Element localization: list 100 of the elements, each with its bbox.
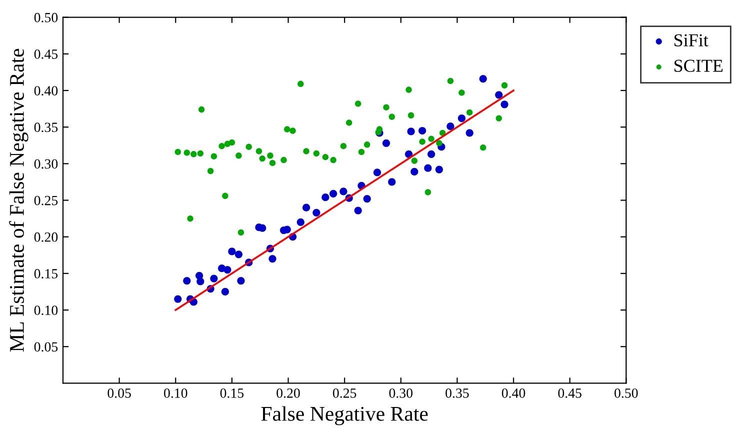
x-tick-label: 0.40 [502, 388, 526, 398]
x-tick-label: 0.05 [108, 388, 131, 398]
point [184, 150, 190, 156]
point [210, 274, 218, 282]
point [174, 295, 182, 303]
point [322, 154, 329, 160]
point [496, 115, 502, 122]
point [330, 156, 336, 164]
point [419, 138, 426, 145]
point [346, 120, 352, 126]
point [424, 164, 432, 172]
point [290, 128, 296, 134]
point [302, 204, 310, 212]
y-tick-label: 0.50 [34, 12, 58, 22]
point [354, 100, 362, 107]
legend-label: SCITE [674, 60, 723, 72]
point [228, 139, 236, 146]
x-tick-label: 0.25 [332, 388, 356, 398]
point [406, 86, 412, 93]
point [428, 136, 434, 142]
y-tick-label: 0.20 [34, 232, 58, 242]
x-tick-label: 0.30 [389, 388, 413, 398]
point [218, 143, 225, 150]
point [458, 90, 465, 96]
point [411, 158, 418, 164]
point [256, 148, 262, 154]
x-tick-label: 0.15 [220, 388, 244, 398]
point [198, 106, 205, 113]
point [373, 168, 382, 176]
y-tick-label: 0.10 [34, 306, 58, 316]
point [363, 194, 371, 203]
x-axis-title: False Negative Rate [261, 406, 428, 426]
x-tick-label: 0.35 [446, 388, 469, 398]
point [458, 114, 466, 122]
point [298, 80, 304, 88]
point [269, 160, 276, 166]
point [313, 150, 320, 157]
y-tick-label: 0.15 [34, 269, 58, 278]
point [424, 189, 432, 196]
point [340, 188, 348, 196]
point [447, 78, 454, 84]
point [382, 139, 390, 147]
point [312, 208, 320, 217]
point [418, 126, 426, 135]
x-tick-label: 0.45 [558, 388, 582, 398]
point [330, 190, 338, 198]
point [187, 215, 194, 222]
point [237, 276, 245, 285]
point [296, 218, 304, 226]
point [388, 178, 396, 186]
point [358, 148, 365, 156]
point [388, 114, 395, 120]
point [501, 82, 508, 88]
point [174, 148, 181, 156]
x-tick-label: 0.50 [614, 388, 638, 398]
point [435, 166, 443, 174]
point [479, 74, 487, 83]
point [407, 128, 415, 136]
x-tick-label: 0.10 [164, 388, 188, 398]
point [196, 278, 204, 286]
point [495, 91, 503, 99]
y-tick-label: 0.45 [34, 49, 58, 59]
point [322, 194, 330, 202]
point [221, 288, 229, 296]
point [210, 153, 218, 160]
point [427, 150, 436, 158]
point [383, 104, 390, 110]
y-axis-title: ML Estimate of False Negative Rate [9, 48, 28, 352]
point [408, 112, 414, 118]
point [466, 129, 474, 137]
point [183, 276, 191, 285]
y-tick-label: 0.05 [34, 342, 58, 352]
y-tick-label: 0.35 [34, 122, 58, 132]
point [207, 168, 214, 174]
point [259, 155, 266, 162]
point [500, 100, 508, 108]
point [404, 150, 413, 158]
point [480, 144, 486, 151]
y-tick-label: 0.40 [34, 86, 58, 96]
point [364, 142, 370, 148]
point [222, 192, 228, 199]
point [238, 229, 244, 236]
point [466, 109, 473, 116]
point [340, 143, 347, 150]
x-tick-label: 0.20 [276, 388, 300, 398]
point [354, 206, 362, 214]
point [303, 148, 310, 154]
point [284, 126, 290, 132]
point [234, 250, 242, 258]
point [436, 140, 442, 146]
legend-label: SiFit [674, 34, 708, 46]
point [190, 151, 197, 158]
point [446, 122, 454, 130]
point [197, 150, 204, 157]
point [224, 266, 232, 274]
point [410, 168, 418, 176]
point [228, 248, 236, 256]
point [376, 126, 383, 132]
y-tick-label: 0.25 [34, 196, 58, 206]
point [246, 144, 252, 150]
